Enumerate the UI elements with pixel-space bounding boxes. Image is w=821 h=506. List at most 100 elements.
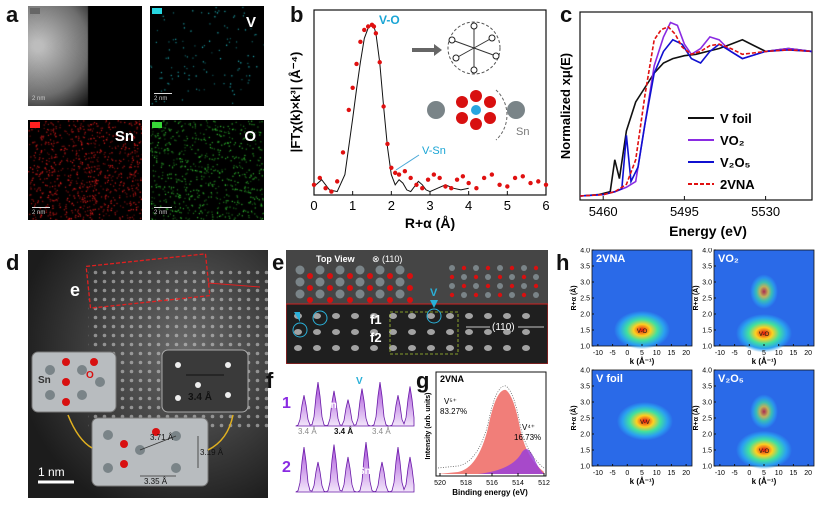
o-label: O xyxy=(86,370,94,381)
panel-g-label: g xyxy=(416,368,430,393)
atom-column xyxy=(446,313,454,319)
wt-blob-secondary xyxy=(750,274,778,309)
o-atom xyxy=(327,273,333,279)
o-atom xyxy=(307,285,313,291)
y-tick-label: 3.5 xyxy=(702,264,712,271)
y-tick-label: 4.0 xyxy=(702,248,712,255)
o-atom xyxy=(347,273,353,279)
lattice-atom xyxy=(497,274,503,280)
vo6-octahedron-icon xyxy=(447,21,501,75)
lattice-atom xyxy=(461,274,467,280)
wt-blob-secondary xyxy=(750,394,778,429)
atom-column xyxy=(294,345,302,351)
x-tick-label: 516 xyxy=(486,480,498,487)
sn-atom xyxy=(335,277,345,287)
f2-label: f2 xyxy=(370,330,382,345)
sn-atom xyxy=(375,277,385,287)
y-axis-label: |FTχ(k)×k³| (Å⁻⁴) xyxy=(288,52,303,153)
y-tick-label: 2.5 xyxy=(702,296,712,303)
x-tick-label: -10 xyxy=(715,350,725,357)
y-tick-label: 3.5 xyxy=(580,384,590,391)
lattice-atom xyxy=(533,283,539,289)
xanes-chart: 5460 5495 5530 V foil VO₂ V₂O₅ 2VNA Energy (e… xyxy=(558,11,813,239)
sn-atom xyxy=(295,265,305,275)
series-line xyxy=(579,38,813,197)
data-point xyxy=(377,60,382,65)
data-point xyxy=(512,175,518,181)
panel-e-label: e xyxy=(272,250,285,275)
scale-bar-text: 2 nm xyxy=(154,210,168,216)
data-point xyxy=(543,182,549,187)
y-axis-label: R+α (Å) xyxy=(691,285,700,310)
fit-line xyxy=(313,24,469,193)
sn-atom xyxy=(315,265,325,275)
x-axis-label: k (Å⁻¹) xyxy=(752,357,777,366)
atom-column xyxy=(351,345,359,351)
x-tick-label: 20 xyxy=(804,350,812,357)
sn-label: Sn xyxy=(38,375,51,386)
x-tick-label: 15 xyxy=(668,470,676,477)
atom-column xyxy=(370,329,378,335)
sn-atom xyxy=(355,265,365,275)
inset-letter: e xyxy=(70,280,80,300)
spacing-label: 3.4 Å xyxy=(372,427,391,436)
x-tick-label: 10 xyxy=(653,350,661,357)
wt-map-title: 2VNA xyxy=(596,253,625,265)
data-point xyxy=(474,185,479,191)
y-tick-label: 2.5 xyxy=(702,416,712,423)
y-tick-label: 4.0 xyxy=(580,368,590,375)
sn-atom xyxy=(395,265,405,275)
atom-column xyxy=(503,313,511,319)
lattice-atom xyxy=(485,292,491,298)
atom-column xyxy=(313,345,321,351)
xps-chart: 2VNA V⁵⁺ 83.27% V⁴⁺ 16.73% 520 518 516 514 5… xyxy=(425,371,550,497)
sn-atom xyxy=(335,265,345,275)
y-tick-label: 2.0 xyxy=(580,312,590,319)
atom-column xyxy=(465,345,473,351)
o-atom xyxy=(307,273,313,279)
wt-blob xyxy=(616,402,673,441)
lattice-atom xyxy=(497,283,503,289)
data-point xyxy=(497,182,502,187)
data-point xyxy=(350,85,355,90)
y-axis-label: R+α (Å) xyxy=(569,285,578,310)
v5-percent: 83.27% xyxy=(440,407,467,416)
spacing-label: 3.4 Å xyxy=(334,427,353,436)
legend-label: V₂O₅ xyxy=(720,155,751,170)
intensity-profiles: 1 2 Sn V Sn 3.4 Å 3.4 Å 3.4 Å xyxy=(282,376,415,493)
y-tick-label: 1.0 xyxy=(702,464,712,471)
lattice-atom xyxy=(509,292,515,298)
lattice-atom xyxy=(509,283,515,289)
wt-blob xyxy=(614,310,670,350)
sn-label: Sn xyxy=(516,126,529,138)
wavelet-transform-maps: 2VNA V-O 1.0 1.5 2.0 2.5 3.0 3.5 4.0 -10 -5 0 5 10 15 2… xyxy=(569,248,815,486)
lattice-atom xyxy=(521,292,527,298)
y-tick-label: 1.5 xyxy=(580,328,590,335)
x-tick-label: 518 xyxy=(460,480,472,487)
data-point xyxy=(454,177,460,182)
atom-column xyxy=(332,313,340,319)
atom-column xyxy=(427,345,435,351)
panel-c-label: c xyxy=(560,2,573,27)
panel-f-label: f xyxy=(266,368,274,393)
x-tick-label: -10 xyxy=(593,470,603,477)
sn-atom xyxy=(295,277,305,287)
data-point xyxy=(317,175,322,181)
y-axis-label: R+α (Å) xyxy=(691,405,700,430)
atom-column xyxy=(408,313,416,319)
data-point xyxy=(354,61,359,67)
x-tick-label: 5 xyxy=(640,470,644,477)
sn-atom xyxy=(355,289,365,299)
lattice-atom xyxy=(521,274,527,280)
atom-column xyxy=(370,345,378,351)
atom-column xyxy=(389,345,397,351)
y-tick-label: 2.5 xyxy=(580,296,590,303)
x-tick-label: 10 xyxy=(775,350,783,357)
series-line xyxy=(579,21,813,197)
x-tick-label: 15 xyxy=(790,350,798,357)
scale-bar-text: 2 nm xyxy=(32,210,46,216)
atom-column xyxy=(408,329,416,335)
y-tick-label: 1.5 xyxy=(702,448,712,455)
atom-column xyxy=(484,313,492,319)
v-marker: V xyxy=(356,376,363,387)
